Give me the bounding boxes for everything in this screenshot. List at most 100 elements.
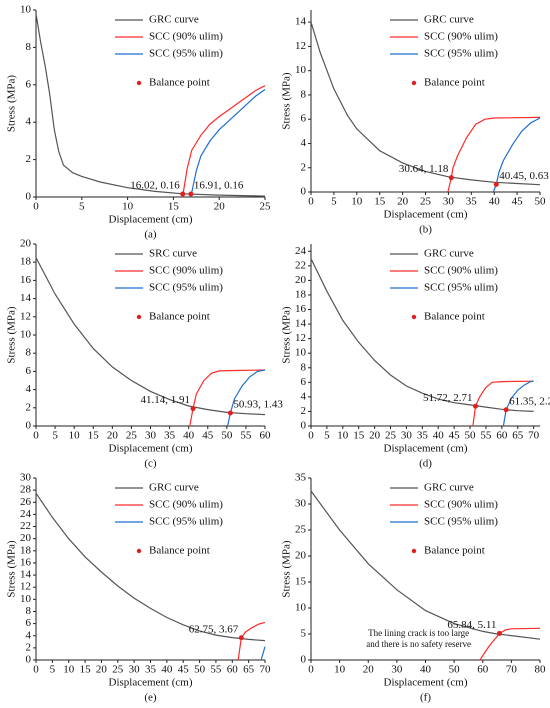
- x-tick-label: 25: [385, 430, 397, 442]
- legend-label: SCC (95% ulim): [149, 282, 223, 294]
- x-tick-label: 25: [112, 664, 124, 676]
- x-tick-label: 65: [512, 430, 524, 442]
- x-tick-label: 45: [202, 430, 214, 442]
- annotation: The lining crack is too large: [368, 628, 469, 638]
- x-tick-label: 55: [480, 430, 492, 442]
- y-tick-label: 0: [301, 186, 307, 198]
- point-label: 40.45, 0.63: [499, 170, 549, 182]
- y-tick-label: 24: [295, 245, 307, 257]
- x-tick-label: 10: [69, 430, 81, 442]
- x-tick-label: 50: [194, 664, 206, 676]
- point-label: 16.91, 0.16: [194, 180, 244, 192]
- x-tick-label: 20: [397, 196, 409, 208]
- curve: [35, 492, 266, 642]
- x-tick-label: 40: [161, 664, 173, 676]
- legend-label: Balance point: [149, 311, 210, 323]
- curve: [35, 13, 266, 197]
- y-tick-label: 2: [26, 401, 32, 413]
- x-tick-label: 5: [324, 430, 330, 442]
- x-tick-label: 45: [512, 196, 524, 208]
- panel-label: (c): [144, 458, 157, 470]
- legend-marker: [411, 80, 417, 86]
- panel-label: (a): [144, 229, 157, 241]
- x-tick-label: 0: [33, 430, 39, 442]
- y-tick-label: 18: [20, 256, 32, 268]
- curve: [237, 621, 266, 661]
- y-tick-label: 4: [301, 137, 307, 149]
- y-tick-label: 20: [295, 550, 307, 562]
- balance-point: [448, 175, 454, 181]
- y-tick-label: 0: [26, 654, 32, 666]
- y-tick-label: 4: [26, 629, 32, 641]
- point-label: 30.64, 1.18: [399, 163, 449, 175]
- y-tick-label: 24: [20, 508, 32, 520]
- curve: [182, 85, 266, 198]
- y-tick-label: 4: [26, 383, 32, 395]
- curve: [479, 627, 541, 661]
- legend-label: SCC (90% ulim): [149, 265, 223, 277]
- x-tick-label: 20: [363, 664, 375, 676]
- x-tick-label: 35: [417, 430, 429, 442]
- y-tick-label: 8: [301, 361, 307, 373]
- y-tick-label: 8: [26, 41, 32, 53]
- x-tick-label: 45: [178, 664, 190, 676]
- x-tick-label: 0: [33, 201, 39, 213]
- legend-label: SCC (90% ulim): [149, 31, 223, 43]
- y-axis-title: Stress (MPa): [281, 306, 293, 363]
- y-tick-label: 0: [26, 191, 32, 203]
- legend-label: SCC (95% ulim): [424, 516, 498, 528]
- y-tick-label: 2: [26, 153, 32, 165]
- legend-label: SCC (90% ulim): [149, 499, 223, 511]
- y-tick-label: 10: [295, 602, 307, 614]
- legend-marker: [136, 80, 142, 86]
- x-tick-label: 10: [122, 201, 134, 213]
- legend-label: SCC (90% ulim): [424, 265, 498, 277]
- x-tick-label: 0: [33, 664, 39, 676]
- balance-point: [238, 635, 244, 641]
- x-axis-title: Displacement (cm): [109, 214, 193, 226]
- y-tick-label: 8: [26, 605, 32, 617]
- panel-label: (e): [144, 692, 157, 704]
- x-tick-label: 20: [107, 430, 119, 442]
- point-label: 16.02, 0.16: [130, 180, 180, 192]
- y-tick-label: 0: [301, 654, 307, 666]
- x-tick-label: 35: [164, 430, 176, 442]
- x-tick-label: 55: [210, 664, 222, 676]
- y-tick-label: 4: [26, 116, 32, 128]
- y-tick-label: 5: [301, 628, 307, 640]
- x-tick-label: 30: [391, 664, 403, 676]
- point-label: 50.93, 1.43: [233, 399, 283, 411]
- x-tick-label: 60: [496, 430, 508, 442]
- y-axis-title: Stress (MPa): [281, 540, 293, 597]
- y-tick-label: 8: [301, 88, 307, 100]
- x-tick-label: 35: [466, 196, 478, 208]
- y-tick-label: 15: [295, 576, 307, 588]
- x-tick-label: 0: [308, 196, 314, 208]
- curve: [260, 646, 266, 661]
- y-tick-label: 6: [301, 376, 307, 388]
- x-axis-title: Displacement (cm): [109, 677, 193, 689]
- curve: [310, 258, 534, 412]
- balance-point: [496, 630, 502, 636]
- y-tick-label: 0: [301, 420, 307, 432]
- panel: 0 5 10 15 20 25 30 35 40 45 50 0 2 4 6 8 10 12 14 Displacem…: [281, 10, 549, 236]
- x-tick-label: 40: [489, 196, 501, 208]
- x-tick-label: 15: [374, 196, 386, 208]
- legend-label: GRC curve: [424, 14, 474, 26]
- x-tick-label: 20: [214, 201, 226, 213]
- y-tick-label: 12: [20, 310, 31, 322]
- x-tick-label: 0: [308, 664, 314, 676]
- x-axis-title: Displacement (cm): [109, 443, 193, 455]
- y-tick-label: 16: [20, 556, 32, 568]
- balance-point: [180, 191, 186, 197]
- y-tick-label: 10: [20, 593, 32, 605]
- y-tick-label: 8: [26, 347, 32, 359]
- x-tick-label: 60: [477, 664, 489, 676]
- panel-label: (d): [419, 458, 432, 470]
- panel: 0 10 20 30 40 50 60 70 80 0 5 10 15 20 25 30 35 Displacem…: [281, 472, 546, 704]
- x-tick-label: 10: [334, 664, 346, 676]
- balance-point: [493, 181, 499, 187]
- x-tick-label: 40: [183, 430, 195, 442]
- y-tick-label: 12: [295, 332, 306, 344]
